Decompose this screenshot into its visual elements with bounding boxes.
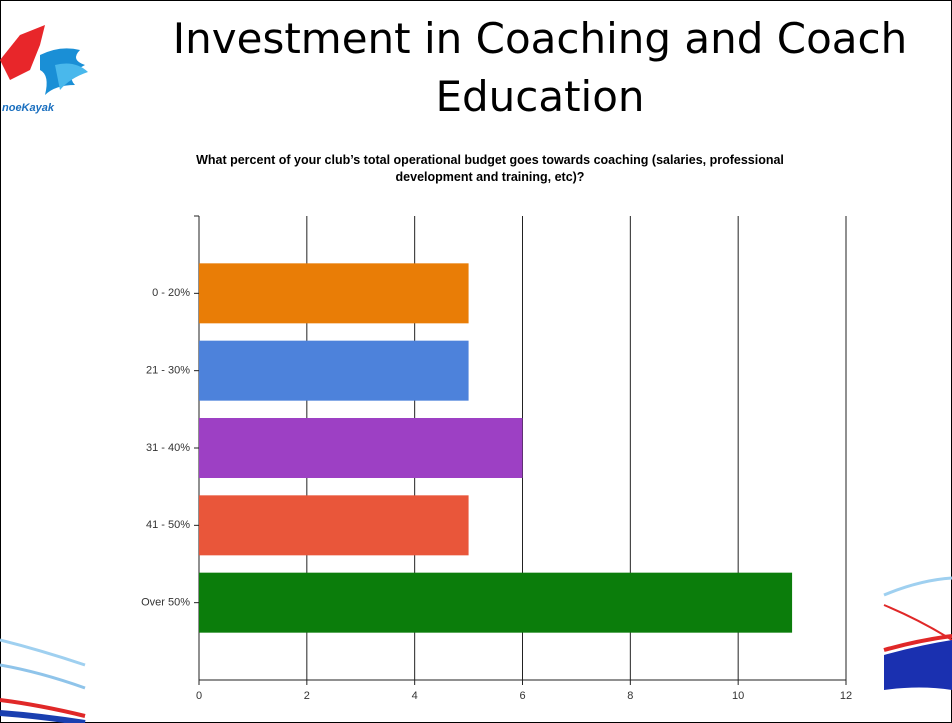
x-tick-label: 4 [412, 690, 418, 702]
logo [0, 25, 88, 95]
y-tick-label: 21 - 30% [146, 365, 190, 377]
slide-title: Investment in Coaching and Coach Educati… [140, 10, 940, 126]
y-tick-label: 41 - 50% [146, 519, 190, 531]
bar [199, 495, 469, 555]
bar [199, 263, 469, 323]
logo-text: noeKayak [2, 102, 55, 114]
x-tick-label: 8 [627, 690, 633, 702]
x-tick-label: 10 [732, 690, 744, 702]
y-tick-label: 0 - 20% [152, 287, 190, 299]
x-tick-label: 2 [304, 690, 310, 702]
page: noeKayak 0 2 4 6 8 10 12 0 - 20% 21 - 30% 31 - 40… [0, 0, 952, 723]
x-tick-label: 12 [840, 690, 852, 702]
y-tick-label: 31 - 40% [146, 442, 190, 454]
x-tick-label: 0 [196, 690, 202, 702]
bar [199, 573, 792, 633]
chart-title: What percent of your club’s total operat… [170, 152, 810, 186]
bar [199, 418, 523, 478]
y-tick-label: Over 50% [141, 597, 190, 609]
x-tick-label: 6 [519, 690, 525, 702]
bar [199, 341, 469, 401]
